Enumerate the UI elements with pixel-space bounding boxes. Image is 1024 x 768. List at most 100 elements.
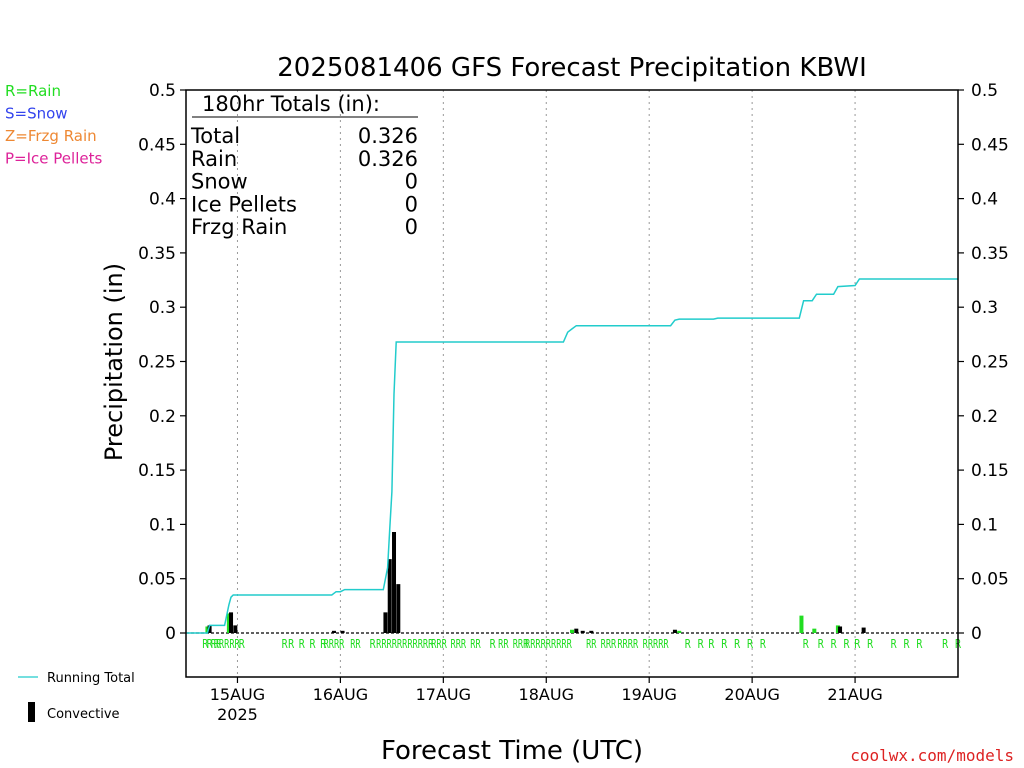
y-axis-right: 0 0.05 0.1 0.15 0.2 0.25 0.3 0.35 0.4 0.45 0.5: [958, 81, 1009, 644]
y-tick-label: 0.3: [149, 298, 176, 318]
totals-label: Frzg Rain: [191, 215, 287, 239]
totals-value: 0: [405, 215, 418, 239]
precip-type-mark: RR: [498, 637, 509, 651]
convective-bar: [574, 628, 579, 633]
precip-type-legend: R=Rain S=Snow Z=Frzg Rain P=Ice Pellets: [5, 82, 102, 168]
y-tick-label: 0.5: [149, 81, 176, 101]
precip-type-mark: R: [747, 637, 754, 651]
legend-entry: Z=Frzg Rain: [5, 127, 97, 145]
legend-entry: P=Ice Pellets: [5, 150, 102, 168]
plot-frame: [185, 89, 959, 678]
rain-bar: [205, 626, 210, 633]
y-tick-label-right: 0.05: [971, 570, 1009, 590]
totals-header: 180hr Totals (in):: [202, 92, 380, 116]
precip-type-mark: RRR: [601, 637, 617, 651]
precip-type-mark: R: [207, 637, 214, 651]
running-total-line: [186, 278, 958, 634]
totals-label: Rain: [191, 147, 237, 171]
precip-type-mark: R: [239, 637, 246, 651]
precip-type-mark: R: [916, 637, 923, 651]
totals-label: Snow: [191, 170, 248, 194]
totals-value: 0: [405, 170, 418, 194]
y-tick-label-right: 0.45: [971, 135, 1009, 155]
precip-type-mark: R: [803, 637, 810, 651]
precip-type-mark: RRR: [513, 637, 529, 651]
convective-legend-label: Convective: [47, 707, 120, 722]
legend-entry: S=Snow: [5, 105, 68, 123]
y-tick-label: 0.45: [138, 135, 176, 155]
y-tick-label: 0: [165, 624, 176, 644]
credit-text: coolwx.com/models: [850, 746, 1014, 765]
y-tick-label-right: 0.3: [971, 298, 998, 318]
y-tick-label: 0.1: [149, 515, 176, 535]
precip-type-mark: R: [202, 637, 209, 651]
convective-bar: [383, 612, 388, 633]
totals-value: 0.326: [358, 124, 418, 148]
y-tick-label-right: 0: [971, 624, 982, 644]
x-tick-label: 17AUG: [416, 685, 471, 704]
rain-bar: [835, 625, 840, 633]
rain-bar: [677, 630, 682, 633]
precip-type-mark: R: [734, 637, 741, 651]
precip-type-mark: R: [760, 637, 767, 651]
x-tick-sublabel: 2025: [217, 705, 258, 724]
precip-type-mark: R: [320, 637, 327, 651]
totals-value: 0: [405, 192, 418, 216]
convective-bar: [589, 630, 594, 633]
precip-type-mark: RR: [470, 637, 481, 651]
y-axis-left: 0 0.05 0.1 0.15 0.2 0.25 0.3 0.35 0.4 0.45 0.5: [138, 81, 186, 644]
y-tick-label-right: 0.35: [971, 244, 1009, 264]
y-tick-label: 0.15: [138, 461, 176, 481]
convective-bar: [229, 612, 234, 633]
precip-type-mark: R: [708, 637, 715, 651]
precip-type-mark: RRRRRRRRRRR: [376, 637, 434, 651]
precip-type-mark: RR: [211, 637, 222, 651]
precip-type-mark: R: [685, 637, 692, 651]
series-legend: Running Total Convective: [18, 671, 135, 722]
y-tick-label-right: 0.1: [971, 515, 998, 535]
precip-type-mark: R: [904, 637, 911, 651]
precip-type-mark: R: [831, 637, 838, 651]
running-total-legend-label: Running Total: [47, 671, 135, 686]
y-tick-label-right: 0.15: [971, 461, 1009, 481]
x-tick-label: 18AUG: [519, 685, 574, 704]
totals-label: Ice Pellets: [191, 192, 297, 216]
x-tick-label: 19AUG: [621, 685, 676, 704]
precip-type-mark: R: [891, 637, 898, 651]
precip-type-mark: R: [843, 637, 850, 651]
convective-bar: [580, 630, 585, 633]
y-tick-label-right: 0.4: [971, 190, 998, 210]
x-tick-label: 16AUG: [313, 685, 368, 704]
precip-type-mark: R: [310, 637, 317, 651]
convective-bar: [233, 625, 238, 633]
precip-type-mark: R: [282, 637, 289, 651]
precip-type-mark: R: [721, 637, 728, 651]
rain-bar: [570, 629, 574, 633]
y-tick-label: 0.4: [149, 190, 176, 210]
x-tick-label: 20AUG: [724, 685, 779, 704]
y-tick-label: 0.25: [138, 353, 176, 373]
legend-entry: R=Rain: [5, 82, 61, 100]
precip-type-mark: RR: [586, 637, 597, 651]
y-tick-label-right: 0.25: [971, 353, 1009, 373]
y-tick-label-right: 0.5: [971, 81, 998, 101]
precip-type-mark: RRR: [451, 637, 467, 651]
rain-bar: [226, 613, 231, 633]
convective-bar: [861, 627, 866, 633]
x-axis-label: Forecast Time (UTC): [381, 736, 643, 766]
convective-bar: [340, 630, 345, 633]
precip-type-mark: RRRRR: [214, 637, 241, 651]
precip-type-mark: RRRR: [617, 637, 638, 651]
precip-type-mark: R: [698, 637, 705, 651]
convective-bar: [207, 625, 212, 633]
precip-type-mark: R: [288, 637, 295, 651]
y-tick-label: 0.05: [138, 570, 176, 590]
precip-type-mark: RRR: [431, 637, 447, 651]
convective-bar: [387, 559, 392, 633]
rain-bar: [799, 615, 804, 633]
x-tick-label: 15AUG: [210, 685, 265, 704]
